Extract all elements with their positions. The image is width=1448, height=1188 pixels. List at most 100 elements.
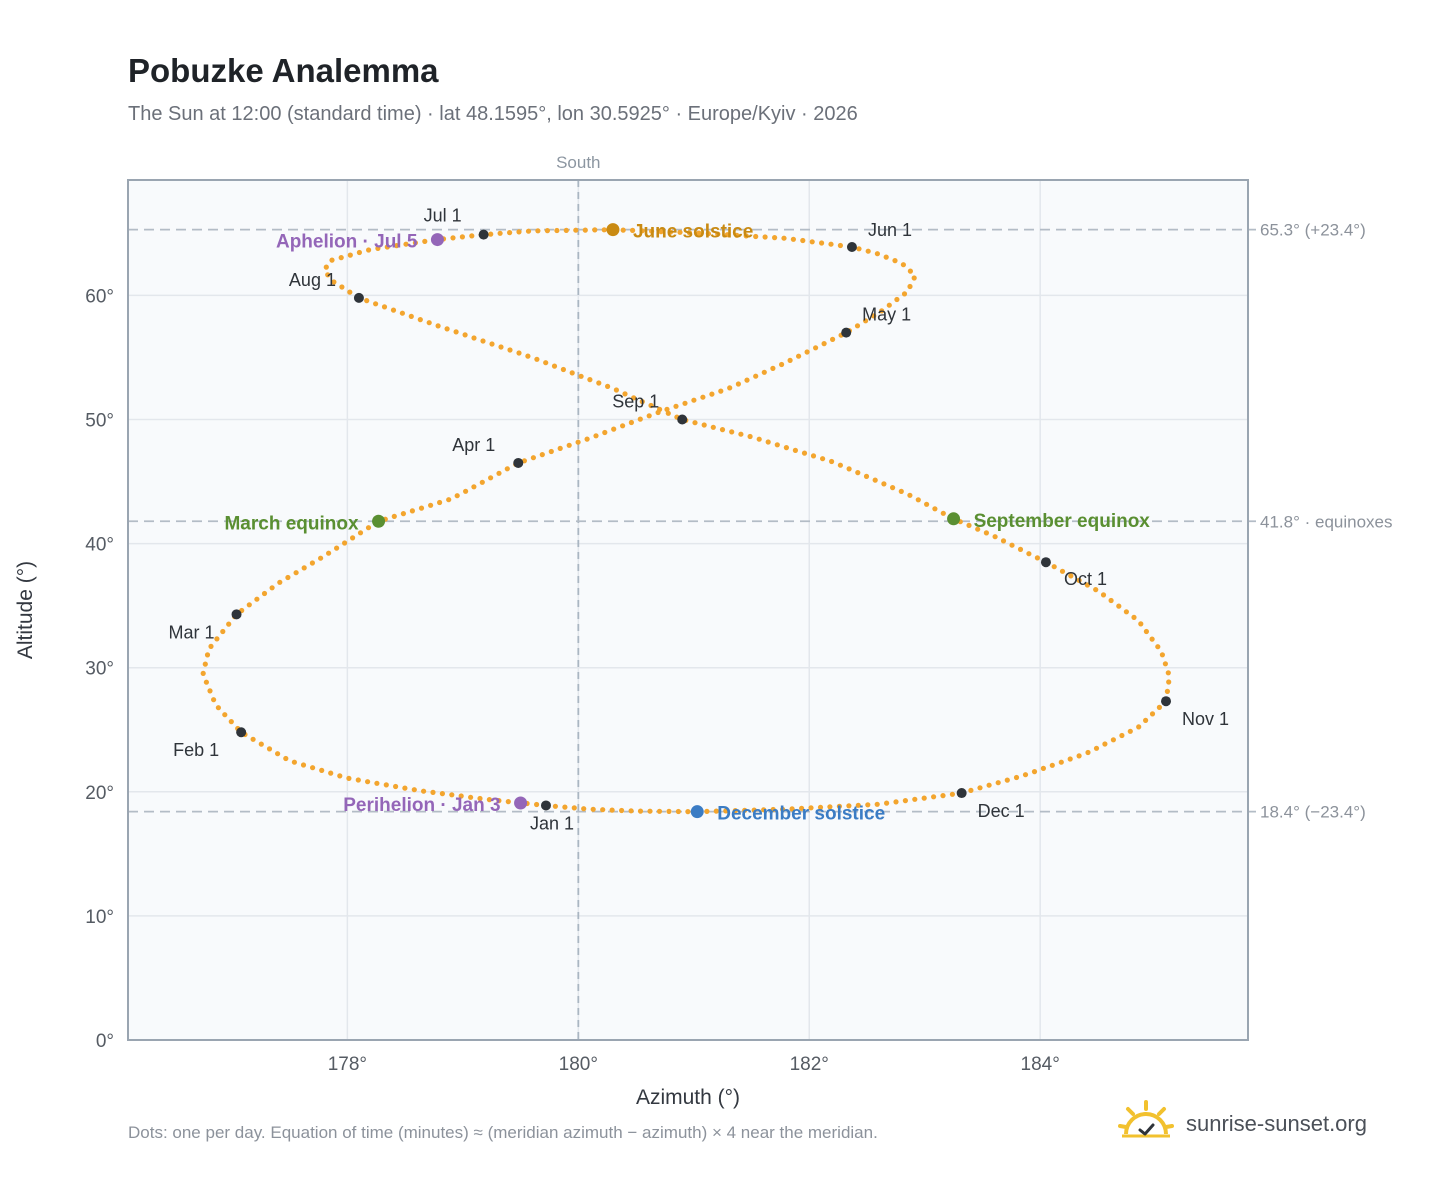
daily-sun-dot — [620, 227, 626, 233]
daily-sun-dot — [575, 439, 581, 445]
daily-sun-dot — [894, 296, 900, 303]
daily-sun-dot — [790, 236, 797, 242]
daily-sun-dot — [810, 453, 817, 459]
daily-sun-dot — [375, 245, 381, 251]
daily-sun-dot — [462, 332, 468, 338]
daily-sun-dot — [516, 350, 522, 356]
daily-sun-dot — [647, 808, 653, 814]
daily-sun-dot — [709, 391, 715, 397]
daily-sun-dot — [220, 628, 226, 635]
daily-sun-dot — [995, 780, 1001, 786]
x-axis-title: Azimuth (°) — [636, 1086, 740, 1109]
month-marker — [540, 800, 551, 811]
month-label: Jun 1 — [868, 220, 912, 240]
daily-sun-dot — [874, 251, 881, 257]
daily-sun-dot — [648, 402, 654, 409]
daily-sun-dot — [692, 420, 698, 426]
daily-sun-dot — [254, 596, 260, 602]
daily-sun-dot — [685, 809, 691, 815]
daily-sun-dot — [1136, 724, 1142, 730]
daily-sun-dot — [830, 336, 836, 342]
daily-sun-dot — [854, 323, 861, 329]
daily-sun-dot — [1119, 732, 1125, 739]
daily-sun-dot — [931, 794, 937, 800]
daily-sun-dot — [535, 228, 541, 234]
daily-sun-dot — [705, 231, 712, 237]
daily-sun-dot — [226, 621, 232, 627]
daily-sun-dot — [331, 279, 337, 285]
daily-sun-dot — [1040, 765, 1046, 772]
daily-sun-dot — [477, 795, 483, 802]
daily-sun-dot — [592, 227, 598, 233]
event-label: Perihelion · Jan 3 — [343, 795, 500, 816]
daily-sun-dot — [696, 230, 702, 236]
daily-sun-dot — [639, 399, 645, 405]
daily-sun-dot — [444, 326, 450, 332]
daily-sun-dot — [1131, 614, 1137, 621]
daily-sun-dot — [504, 466, 510, 472]
month-marker — [513, 457, 524, 468]
daily-sun-dot — [701, 422, 707, 428]
daily-sun-dot — [975, 526, 981, 532]
daily-sun-dot — [211, 697, 217, 703]
daily-sun-dot — [1000, 538, 1007, 544]
daily-sun-dot — [1085, 749, 1091, 756]
month-label: Mar 1 — [169, 622, 215, 642]
daily-sun-dot — [738, 431, 744, 437]
daily-sun-dot — [666, 808, 672, 815]
daily-sun-dot — [301, 565, 307, 571]
daily-sun-dot — [578, 373, 584, 379]
daily-sun-dot — [753, 233, 759, 240]
daily-sun-dot — [326, 550, 332, 556]
y-tick-label: 30° — [85, 659, 114, 680]
daily-sun-dot — [214, 636, 220, 642]
daily-sun-dot — [469, 233, 475, 239]
daily-sun-dot — [356, 249, 362, 256]
daily-sun-dot — [450, 235, 456, 241]
daily-sun-dot — [228, 719, 234, 725]
daily-sun-dot — [334, 545, 340, 551]
daily-sun-dot — [1009, 542, 1015, 548]
daily-sun-dot — [602, 429, 608, 436]
daily-sun-dot — [449, 792, 455, 798]
event-marker — [690, 805, 704, 819]
daily-sun-dot — [829, 458, 835, 465]
daily-sun-dot — [573, 227, 579, 233]
daily-sun-dot — [525, 228, 532, 234]
daily-sun-dot — [620, 423, 626, 429]
daily-sun-dot — [1149, 636, 1155, 642]
daily-sun-dot — [596, 380, 602, 386]
y-tick-label: 0° — [96, 1031, 114, 1052]
brand-logo[interactable]: sunrise-sunset.org — [1118, 1099, 1367, 1148]
month-label: Oct 1 — [1064, 569, 1107, 589]
daily-sun-dot — [552, 803, 559, 809]
daily-sun-dot — [222, 712, 228, 718]
daily-sun-dot — [463, 488, 469, 494]
daily-sun-dot — [902, 798, 909, 804]
daily-sun-dot — [787, 357, 793, 363]
daily-sun-dot — [781, 235, 787, 241]
daily-sun-dot — [412, 240, 418, 246]
daily-sun-dot — [809, 239, 815, 245]
daily-sun-dot — [611, 426, 617, 432]
daily-sun-dot — [291, 759, 297, 765]
month-marker — [1161, 696, 1172, 707]
daily-sun-dot — [673, 403, 679, 409]
x-tick-label: 184° — [1021, 1054, 1060, 1075]
daily-sun-dot — [883, 254, 889, 260]
y-tick-label: 50° — [85, 411, 114, 432]
daily-sun-dot — [884, 800, 890, 806]
daily-sun-dot — [801, 450, 808, 456]
daily-sun-dot — [600, 807, 606, 813]
daily-sun-dot — [744, 377, 750, 383]
y-tick-label: 20° — [85, 783, 114, 804]
daily-sun-dot — [1026, 551, 1032, 557]
daily-sun-dot — [900, 262, 907, 268]
daily-sun-dot — [819, 240, 825, 246]
month-label: Sep 1 — [612, 392, 659, 412]
daily-sun-dot — [496, 798, 502, 804]
daily-sun-dot — [293, 570, 299, 576]
daily-sun-dot — [342, 540, 348, 546]
daily-sun-dot — [1093, 745, 1100, 751]
daily-sun-dot — [584, 436, 590, 442]
